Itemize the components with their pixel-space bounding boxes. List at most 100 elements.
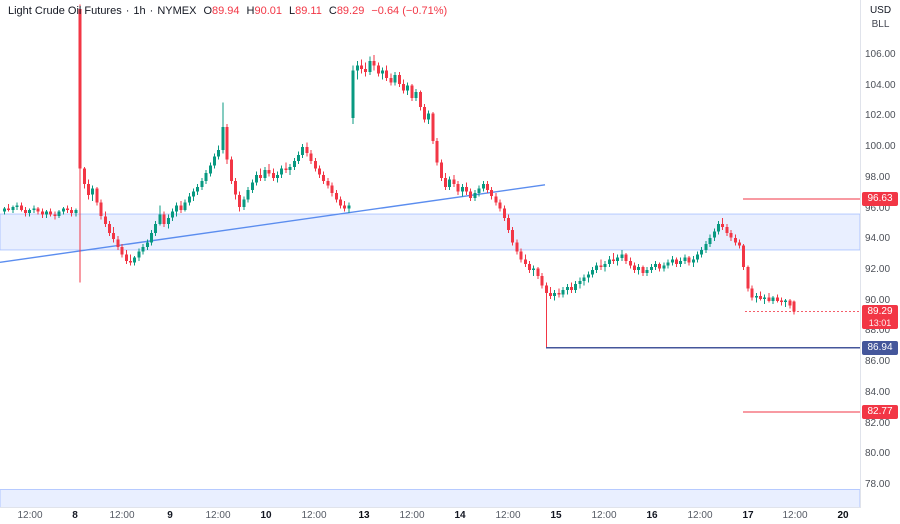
candle-body bbox=[612, 259, 615, 261]
candle-body bbox=[780, 300, 783, 303]
candle-body bbox=[238, 194, 242, 208]
candle-body bbox=[82, 168, 86, 184]
candle-body bbox=[11, 207, 15, 211]
symbol-title[interactable]: Light Crude Oil Futures bbox=[8, 5, 122, 17]
candle-body bbox=[234, 180, 237, 195]
candle-body bbox=[469, 191, 473, 198]
candle-body bbox=[271, 173, 275, 178]
candle-body bbox=[347, 205, 351, 209]
candle-body bbox=[166, 217, 170, 224]
candle-body bbox=[633, 265, 636, 270]
candle-body bbox=[179, 205, 183, 211]
candle-body bbox=[456, 184, 460, 192]
candle-body bbox=[649, 266, 653, 270]
candle-body bbox=[708, 237, 712, 244]
candle-body bbox=[32, 208, 36, 211]
trend-line-drawing[interactable] bbox=[0, 184, 546, 263]
candle-body bbox=[498, 202, 502, 209]
candle-body bbox=[91, 188, 95, 195]
candle-body bbox=[586, 274, 590, 278]
candle-body bbox=[418, 91, 422, 108]
candle-body bbox=[57, 211, 61, 217]
candle-body bbox=[670, 259, 674, 263]
legend-separator: · bbox=[149, 5, 154, 17]
candles-series bbox=[3, 4, 796, 349]
candle-body bbox=[700, 250, 704, 255]
price-axis-label: 106.00 bbox=[865, 49, 896, 60]
candle-body bbox=[70, 210, 74, 214]
candle-body bbox=[158, 214, 162, 224]
time-axis-label: 17 bbox=[742, 510, 754, 521]
candle-body bbox=[15, 205, 19, 207]
candle-body bbox=[658, 263, 662, 269]
candle-body bbox=[784, 300, 788, 303]
candle-body bbox=[376, 65, 380, 74]
candle-body bbox=[116, 239, 120, 247]
price-axis-label: 92.00 bbox=[865, 264, 891, 275]
chart-pane[interactable]: Light Crude Oil Futures · 1h · NYMEX O89.94 H9… bbox=[0, 0, 861, 508]
time-axis[interactable]: 12:00 8 12:00 9 12:00 10 12:00 13 12:00 14 12:00 15… bbox=[0, 508, 860, 524]
candle-body bbox=[490, 190, 494, 197]
candle-body bbox=[301, 147, 305, 155]
candle-body bbox=[372, 61, 376, 66]
candle-body bbox=[221, 127, 225, 151]
candle-body bbox=[355, 65, 359, 71]
candle-body bbox=[322, 174, 326, 181]
candle-body bbox=[582, 277, 586, 281]
candle-body bbox=[213, 156, 216, 166]
candle-body bbox=[112, 233, 116, 240]
candle-body bbox=[523, 259, 527, 264]
candle-body bbox=[351, 70, 355, 118]
ohlc-close: C89.29 bbox=[328, 5, 365, 17]
price-axis[interactable]: USD BLL 106.00 104.00 102.00 100.00 98.00 96.… bbox=[861, 0, 900, 507]
candle-body bbox=[78, 8, 82, 169]
candle-body bbox=[263, 170, 267, 178]
candle-body bbox=[759, 296, 762, 300]
candle-body bbox=[767, 297, 771, 301]
change-label: −0.64 (−0.71%) bbox=[371, 5, 448, 17]
time-axis-label: 12:00 bbox=[687, 510, 713, 521]
currency-button[interactable]: USD bbox=[869, 5, 892, 16]
price-axis-label: 84.00 bbox=[865, 386, 891, 398]
candle-body bbox=[444, 177, 447, 188]
candle-body bbox=[288, 167, 292, 171]
candle-body bbox=[208, 165, 212, 174]
ohlc-low: L89.11 bbox=[289, 5, 322, 17]
candle-body bbox=[141, 247, 145, 252]
candle-body bbox=[435, 141, 439, 163]
candle-body bbox=[74, 210, 78, 214]
candle-body bbox=[486, 184, 489, 191]
candle-body bbox=[87, 184, 90, 195]
symbol-legend[interactable]: Light Crude Oil Futures · 1h · NYMEX O89.94 H9… bbox=[8, 5, 447, 17]
candle-body bbox=[99, 202, 103, 217]
candle-body bbox=[620, 254, 624, 258]
price-chart[interactable] bbox=[0, 0, 860, 507]
candle-body bbox=[297, 154, 300, 161]
candle-body bbox=[675, 259, 678, 264]
candle-body bbox=[124, 254, 128, 261]
unit-toggle: USD BLL bbox=[861, 4, 900, 32]
price-axis-label: 98.00 bbox=[865, 171, 891, 183]
candle-body bbox=[465, 187, 468, 192]
interval-label[interactable]: 1h bbox=[133, 5, 146, 17]
candle-body bbox=[137, 251, 141, 258]
candle-body bbox=[183, 202, 187, 211]
candle-body bbox=[754, 296, 758, 298]
time-axis-label: 12:00 bbox=[205, 510, 231, 521]
time-axis-label: 12:00 bbox=[782, 510, 808, 521]
candle-body bbox=[108, 223, 111, 234]
candle-body bbox=[532, 268, 536, 270]
zone-rectangle-drawing[interactable] bbox=[0, 489, 860, 507]
candle-body bbox=[742, 245, 746, 267]
candle-body bbox=[679, 260, 683, 264]
candle-body bbox=[645, 270, 649, 274]
price-axis-label: 100.00 bbox=[865, 141, 896, 153]
ohlc-open: O89.94 bbox=[203, 5, 240, 17]
candle-body bbox=[511, 230, 515, 243]
candle-body bbox=[624, 254, 628, 261]
unit-button[interactable]: BLL bbox=[871, 19, 890, 30]
candle-body bbox=[654, 263, 657, 267]
candle-body bbox=[696, 254, 699, 260]
candle-body bbox=[578, 280, 582, 284]
candle-body bbox=[557, 293, 561, 295]
